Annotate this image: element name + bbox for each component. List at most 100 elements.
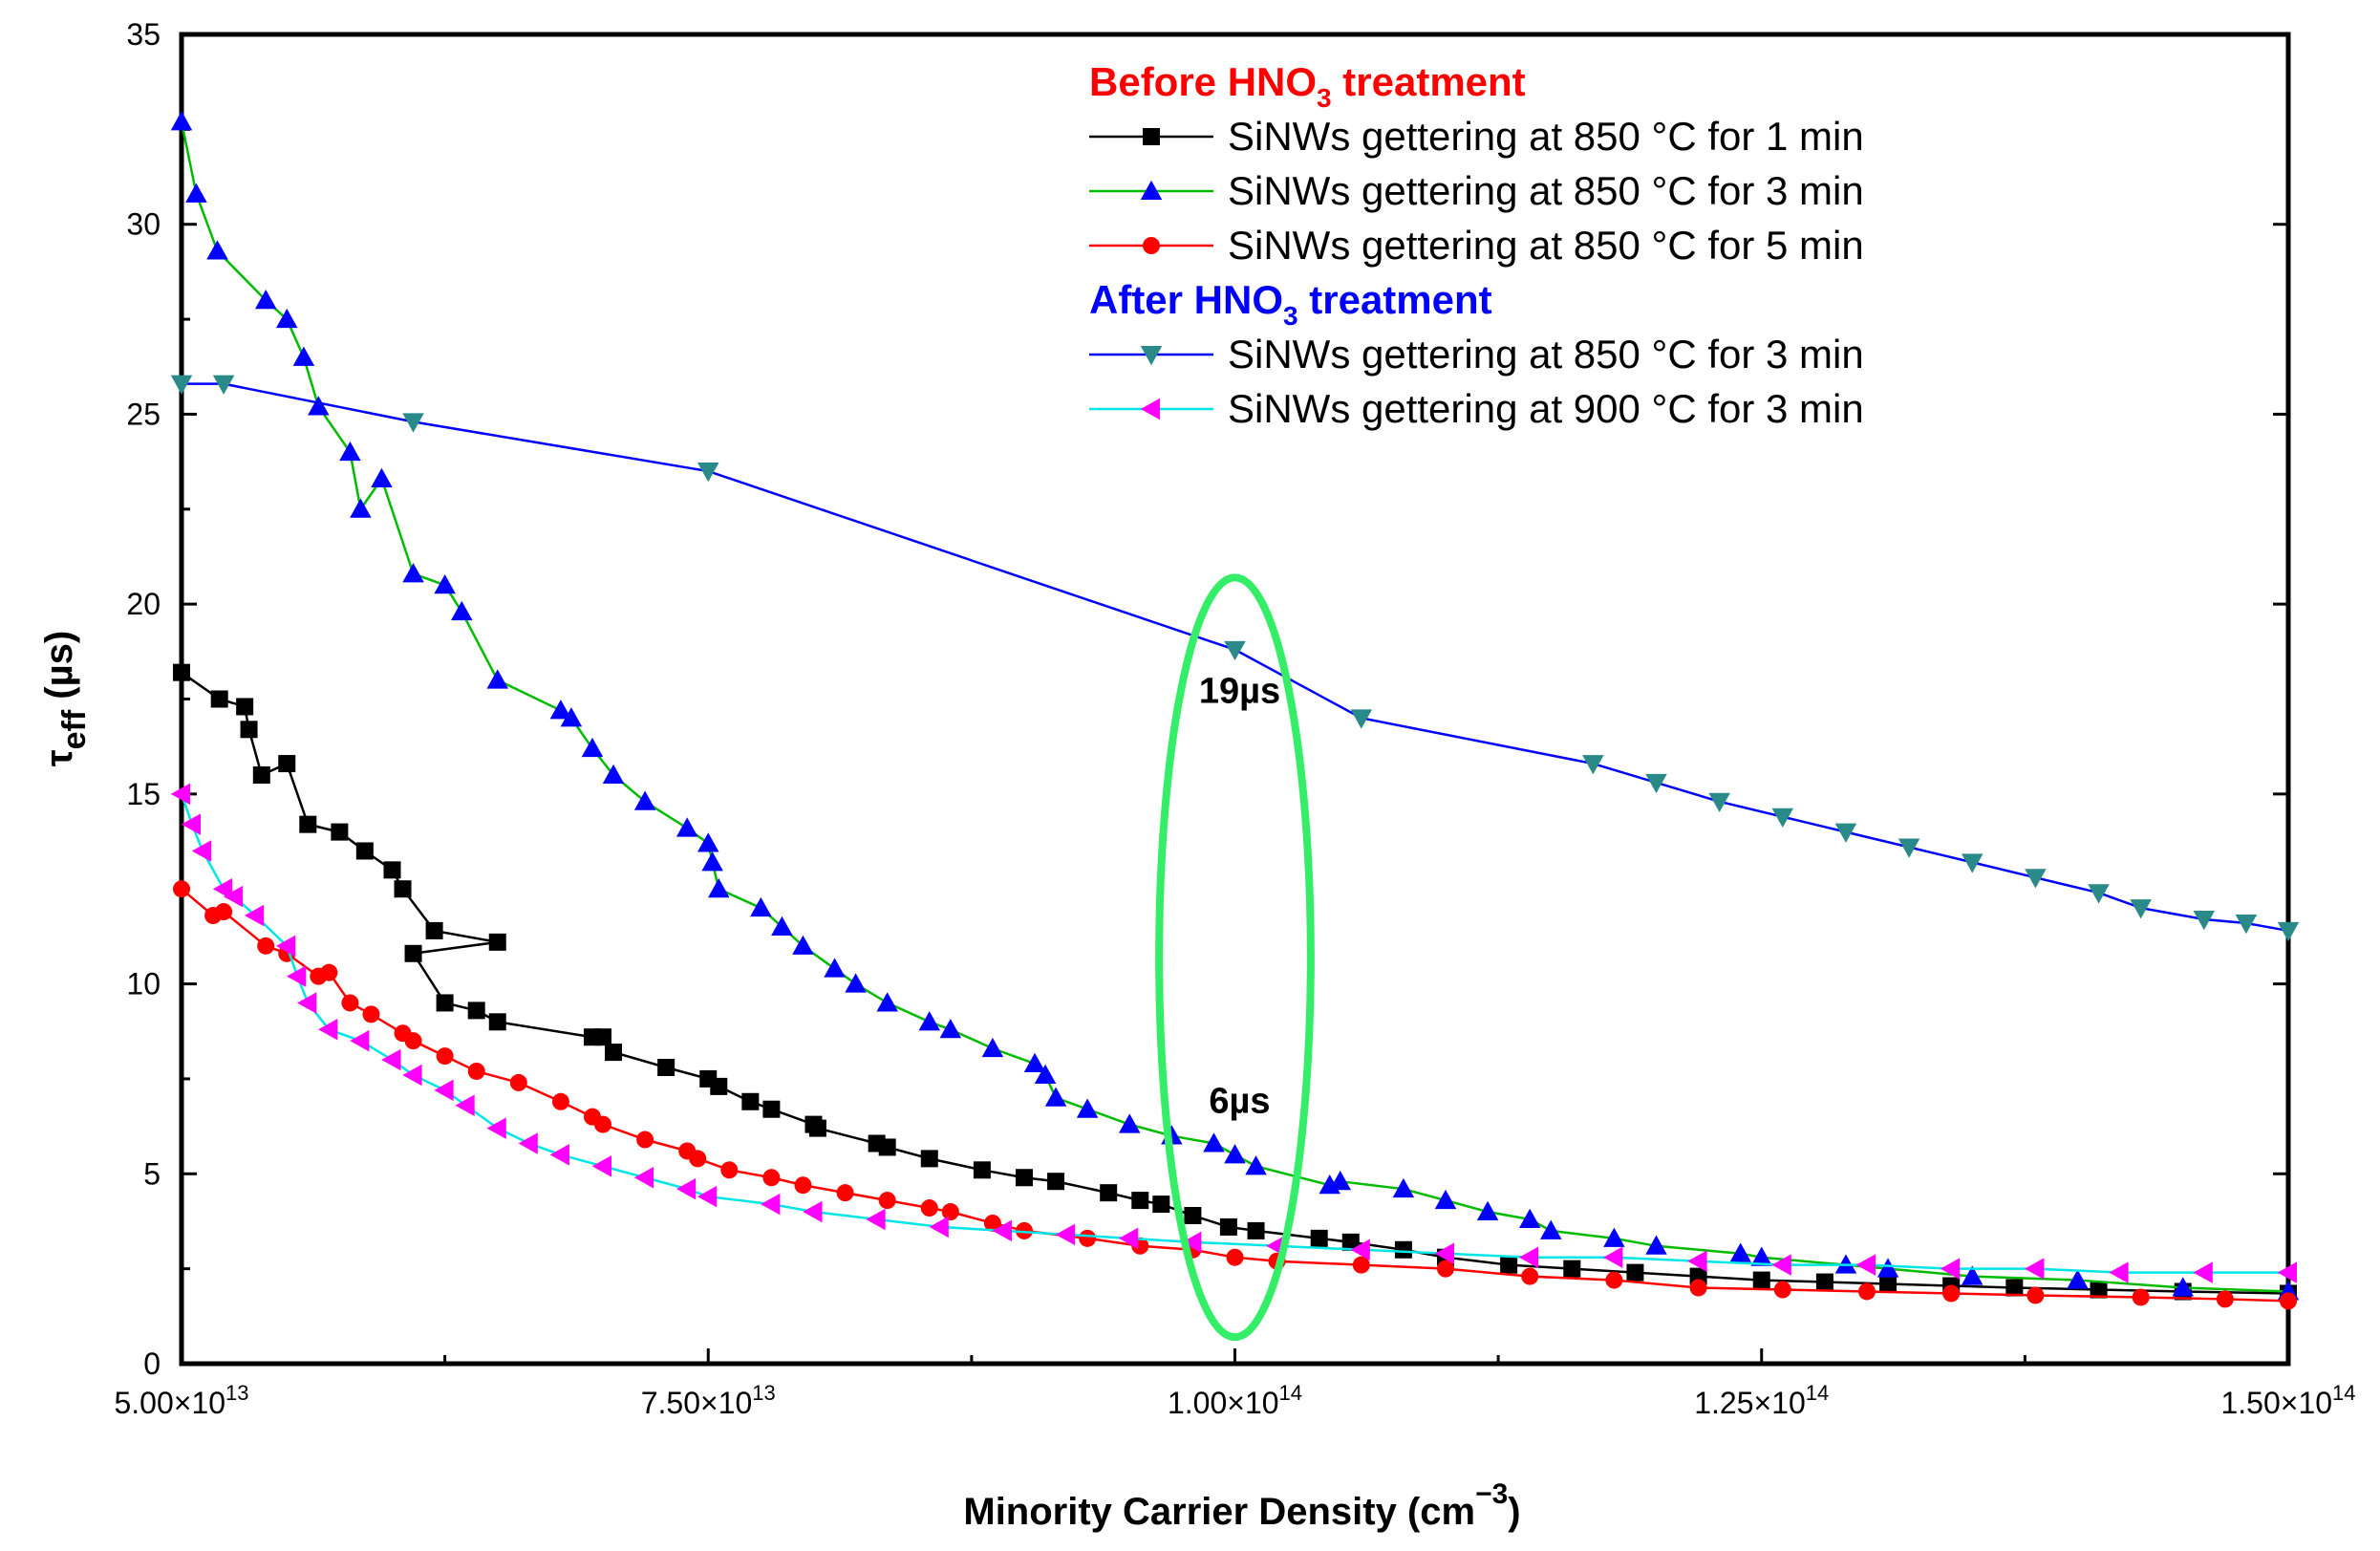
data-point (276, 308, 298, 329)
series-line (180, 121, 2289, 1293)
data-point (339, 441, 361, 462)
data-point (973, 1161, 991, 1179)
data-point (551, 1092, 569, 1110)
data-point (591, 1155, 611, 1177)
data-point (297, 992, 317, 1014)
data-point (636, 1131, 654, 1149)
data-point (845, 973, 867, 993)
annotation-label: 6µs (1209, 1082, 1270, 1122)
data-point (486, 669, 508, 689)
data-point (2130, 899, 2152, 919)
data-point (173, 880, 190, 898)
x-tick-mantissa: 7.50×10 (641, 1386, 753, 1420)
data-point (240, 721, 258, 739)
data-point (434, 574, 456, 594)
data-point (1329, 1170, 1351, 1191)
data-point (212, 877, 233, 900)
data-point (1341, 1233, 1360, 1251)
data-point (257, 937, 275, 955)
data-point (1518, 1208, 1541, 1228)
legend-entry-label: SiNWs gettering at 850 °C for 3 min (1228, 168, 1864, 213)
annotation-layer: 19µs 6µs (1155, 573, 1315, 1342)
data-point (1119, 1227, 1139, 1250)
data-point (350, 1029, 370, 1052)
data-point (1876, 1258, 1899, 1278)
highlight-ellipse (1155, 573, 1315, 1342)
data-point (1437, 1260, 1454, 1278)
y-tick-labels: 0 5 10 15 20 25 30 35 (126, 17, 161, 1381)
data-point (518, 1132, 538, 1154)
legend-title-sub: 3 (1283, 301, 1298, 331)
y-axis-title-main: τ (38, 749, 80, 766)
data-point (2026, 1286, 2045, 1304)
data-point (633, 1167, 654, 1189)
data-point (1626, 1263, 1644, 1282)
series-line (181, 888, 2289, 1303)
data-point (1540, 1219, 1562, 1239)
data-point (939, 1019, 962, 1039)
data-point (657, 1059, 675, 1077)
series-2 (170, 111, 2300, 1301)
data-point (1603, 1227, 1625, 1247)
y-tick-label: 10 (126, 967, 161, 1002)
data-point (215, 903, 233, 921)
data-point (1689, 1279, 1707, 1297)
data-point (299, 815, 317, 833)
data-point (404, 1032, 422, 1050)
data-point (1219, 1217, 1237, 1236)
data-point (170, 783, 190, 806)
data-point (594, 1115, 611, 1133)
legend-group-title: Before HNO3 treatment (1089, 59, 1526, 113)
legend-entry-label: SiNWs gettering at 900 °C for 3 min (1228, 386, 1864, 431)
data-point (1203, 1132, 1225, 1152)
x-tick-exponent: 13 (225, 1381, 248, 1405)
data-point (808, 1119, 826, 1137)
x-axis-title: Minority Carrier Density (cm−3) (963, 1478, 1520, 1533)
legend-entry-label: SiNWs gettering at 850 °C for 3 min (1228, 332, 1864, 377)
series-layer (170, 111, 2300, 1310)
x-axis-title-end: ) (1508, 1491, 1520, 1533)
data-point (331, 823, 349, 841)
data-point (983, 1214, 1001, 1232)
data-point (467, 1062, 485, 1080)
data-point (741, 1092, 760, 1110)
y-axis-title-sub: eff (56, 709, 93, 749)
data-point (792, 935, 814, 955)
data-point (1752, 1271, 1770, 1289)
data-point (1773, 1281, 1791, 1299)
legend-marker (1140, 180, 1163, 200)
legend-title-pre: After HNO (1089, 277, 1283, 322)
data-point (206, 240, 228, 260)
data-point (1352, 1256, 1370, 1274)
data-point (1055, 1223, 1076, 1246)
data-point (173, 663, 190, 681)
data-point (981, 1037, 1004, 1058)
x-tick-label: 1.50×1014 (2220, 1381, 2355, 1420)
data-point (1500, 1256, 1518, 1274)
data-point (210, 690, 228, 708)
data-point (771, 916, 793, 936)
data-point (708, 877, 730, 898)
data-point (1079, 1229, 1097, 1247)
data-point (605, 1044, 623, 1062)
data-point (762, 1100, 781, 1118)
data-point (455, 1094, 475, 1116)
legend: Before HNO3 treatment SiNWs gettering at … (1089, 59, 1864, 431)
data-point (2090, 1281, 2108, 1299)
data-point (1476, 1200, 1499, 1221)
data-point (1942, 1284, 1961, 1303)
data-point (1434, 1189, 1457, 1210)
y-axis-title-unit: (µs) (38, 631, 80, 710)
data-point (402, 1064, 422, 1087)
data-point (803, 1200, 823, 1223)
data-point (675, 817, 698, 837)
y-tick-label: 30 (126, 207, 161, 242)
data-point (762, 1169, 781, 1187)
data-point (1645, 773, 1667, 794)
data-point (2193, 911, 2216, 931)
data-point (2005, 1279, 2024, 1297)
data-point (697, 463, 719, 483)
data-point (1940, 1258, 1961, 1280)
data-point (824, 958, 846, 978)
